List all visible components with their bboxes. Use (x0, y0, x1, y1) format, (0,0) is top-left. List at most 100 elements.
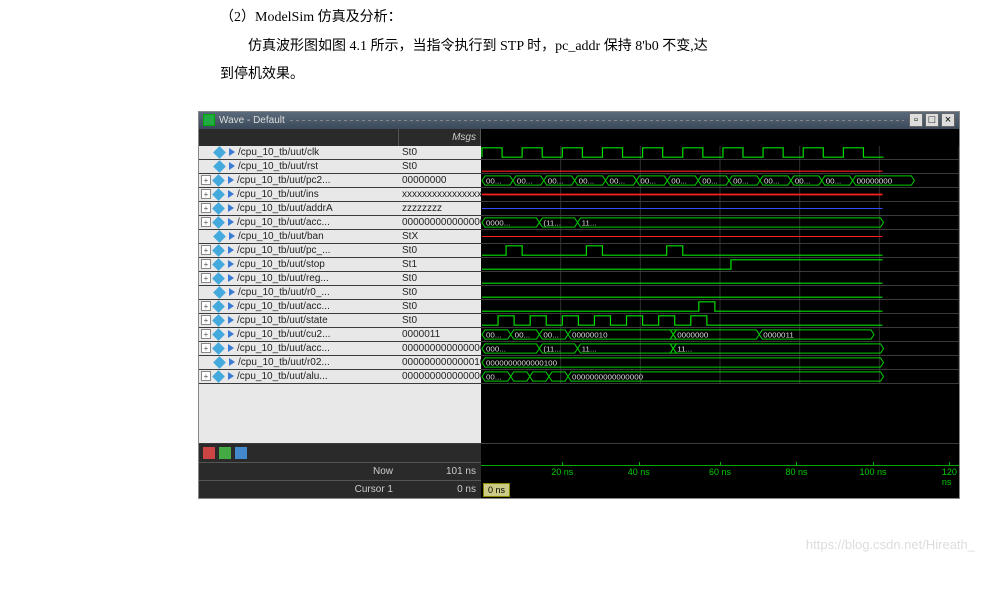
expand-icon[interactable]: + (201, 315, 211, 325)
diamond-icon (213, 356, 226, 369)
svg-text:00...: 00... (764, 176, 780, 185)
svg-text:0000000000000100: 0000000000000100 (486, 358, 557, 367)
cursor-marker[interactable]: 0 ns (483, 483, 510, 497)
signal-row[interactable]: +/cpu_10_tb/uut/acc... St0 (199, 300, 959, 314)
signal-row[interactable]: /cpu_10_tb/uut/ban StX (199, 230, 959, 244)
waveform[interactable]: 0000...(11...11... (481, 216, 959, 229)
expand-icon[interactable]: + (201, 175, 211, 185)
diamond-icon (212, 174, 225, 187)
signal-name: /cpu_10_tb/uut/r0_... (238, 287, 330, 298)
doc-line3: 到停机效果。 (220, 62, 780, 89)
signal-row[interactable]: +/cpu_10_tb/uut/addrA zzzzzzzz (199, 202, 959, 216)
play-icon[interactable] (219, 447, 231, 459)
signal-row[interactable]: +/cpu_10_tb/uut/acc... 0000000000000000 … (199, 216, 959, 230)
axis-tick: 20 ns (551, 467, 573, 477)
waveform[interactable]: 0000000000000100 (481, 356, 959, 369)
doc-line1: （2）ModelSim 仿真及分析： (220, 5, 780, 32)
signal-row[interactable]: +/cpu_10_tb/uut/alu... 0000000000000000 … (199, 370, 959, 384)
expand-icon[interactable]: + (201, 301, 211, 311)
svg-text:00...: 00... (486, 176, 502, 185)
btn-max[interactable]: □ (925, 113, 939, 127)
svg-text:00...: 00... (548, 176, 564, 185)
waveform[interactable] (481, 314, 959, 327)
expand-icon[interactable]: + (201, 273, 211, 283)
rec-icon[interactable] (203, 447, 215, 459)
signal-row[interactable]: +/cpu_10_tb/uut/reg... St0 (199, 272, 959, 286)
svg-text:00...: 00... (610, 176, 626, 185)
step-icon[interactable] (235, 447, 247, 459)
btn-dock[interactable]: ▫ (909, 113, 923, 127)
expand-icon[interactable]: + (201, 259, 211, 269)
signal-value: 0000000000000000 (399, 370, 481, 383)
time-axis-area[interactable]: 20 ns40 ns60 ns80 ns100 ns120 ns 0 ns (481, 444, 959, 498)
waveform[interactable] (481, 286, 959, 299)
waveform[interactable]: 000...(11...11...11... (481, 342, 959, 355)
svg-text:00...: 00... (795, 176, 811, 185)
signal-value: St0 (399, 300, 481, 313)
arrow-icon (229, 162, 235, 170)
waveform[interactable] (481, 300, 959, 313)
diamond-icon (212, 342, 225, 355)
btn-close[interactable]: × (941, 113, 955, 127)
arrow-icon (229, 232, 235, 240)
axis-tick: 60 ns (709, 467, 731, 477)
signal-name: /cpu_10_tb/uut/reg... (237, 273, 329, 284)
signal-value: 0000000000000000 (399, 342, 481, 355)
waveform[interactable]: 00...00...00...00...00...00...00...00...… (481, 174, 959, 187)
signal-row[interactable]: /cpu_10_tb/uut/r0_... St0 (199, 286, 959, 300)
waveform[interactable] (481, 258, 959, 271)
expand-icon[interactable]: + (201, 217, 211, 227)
diamond-icon (212, 202, 225, 215)
signal-row[interactable]: /cpu_10_tb/uut/r02... 0000000000000100 0… (199, 356, 959, 370)
expand-icon[interactable]: + (201, 189, 211, 199)
waveform[interactable] (481, 146, 959, 159)
expand-icon[interactable]: + (201, 343, 211, 353)
signal-name: /cpu_10_tb/uut/state (237, 315, 328, 326)
signal-name: /cpu_10_tb/uut/pc_... (237, 245, 330, 256)
expand-icon[interactable]: + (201, 245, 211, 255)
waveform[interactable] (481, 160, 959, 173)
signal-row[interactable]: +/cpu_10_tb/uut/stop St1 (199, 258, 959, 272)
signal-row[interactable]: +/cpu_10_tb/uut/state St0 (199, 314, 959, 328)
svg-text:0000000000000000: 0000000000000000 (572, 372, 643, 381)
signal-row[interactable]: +/cpu_10_tb/uut/pc_... St0 (199, 244, 959, 258)
expand-icon[interactable]: + (201, 329, 211, 339)
arrow-icon (229, 288, 235, 296)
svg-text:0000000: 0000000 (677, 330, 708, 339)
arrow-icon (228, 302, 234, 310)
waveform[interactable]: 00...0000000000000000 (481, 370, 959, 383)
signal-value: St0 (399, 146, 481, 159)
signal-row[interactable]: +/cpu_10_tb/uut/cu2... 0000011 00...00..… (199, 328, 959, 342)
svg-text:00...: 00... (486, 330, 502, 339)
diamond-icon (212, 216, 225, 229)
signal-name: /cpu_10_tb/uut/acc... (237, 343, 330, 354)
axis-tick: 120 ns (942, 467, 957, 487)
waveform[interactable] (481, 230, 959, 243)
waveform[interactable] (481, 202, 959, 215)
axis-tick: 80 ns (785, 467, 807, 477)
svg-text:00...: 00... (671, 176, 687, 185)
signal-value: St1 (399, 258, 481, 271)
titlebar[interactable]: Wave - Default ▫ □ × (199, 112, 959, 129)
signal-value: St0 (399, 286, 481, 299)
cursor-value: 0 ns (399, 480, 481, 498)
waveform[interactable] (481, 188, 959, 201)
waveform[interactable] (481, 272, 959, 285)
signal-name: /cpu_10_tb/uut/rst (238, 161, 318, 172)
waveform[interactable] (481, 244, 959, 257)
arrow-icon (228, 260, 234, 268)
signal-row[interactable]: +/cpu_10_tb/uut/pc2... 00000000 00...00.… (199, 174, 959, 188)
signal-row[interactable]: +/cpu_10_tb/uut/acc... 0000000000000000 … (199, 342, 959, 356)
signal-row[interactable]: +/cpu_10_tb/uut/ins xxxxxxxxxxxxxxxx (199, 188, 959, 202)
signal-value: 00000000 (399, 174, 481, 187)
now-value: 101 ns (399, 462, 481, 480)
svg-text:00...: 00... (517, 176, 533, 185)
expand-icon[interactable]: + (201, 371, 211, 381)
signal-row[interactable]: /cpu_10_tb/uut/rst St0 (199, 160, 959, 174)
wave-blank[interactable] (481, 384, 959, 443)
signal-name: /cpu_10_tb/uut/ins (237, 189, 319, 200)
signal-value: zzzzzzzz (399, 202, 481, 215)
expand-icon[interactable]: + (201, 203, 211, 213)
signal-row[interactable]: /cpu_10_tb/uut/clk St0 (199, 146, 959, 160)
waveform[interactable]: 00...00...00...0000001000000000000011 (481, 328, 959, 341)
